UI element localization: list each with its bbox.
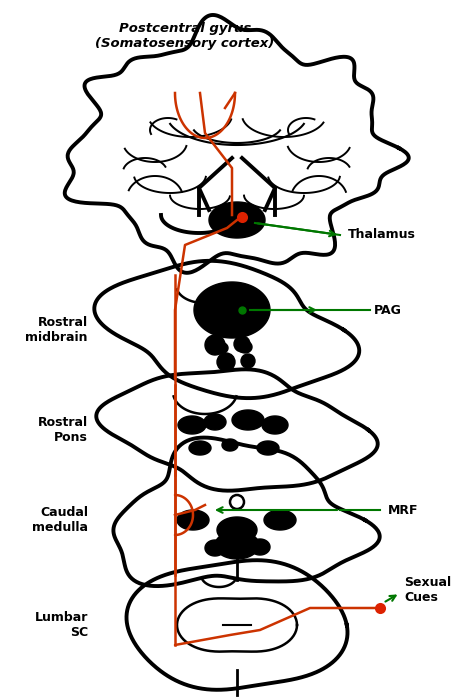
Polygon shape bbox=[204, 414, 226, 430]
Polygon shape bbox=[222, 439, 238, 451]
Polygon shape bbox=[177, 510, 209, 530]
Polygon shape bbox=[189, 441, 211, 455]
Text: Postcentral gyrus
(Somatosensory cortex): Postcentral gyrus (Somatosensory cortex) bbox=[95, 22, 274, 50]
Polygon shape bbox=[232, 410, 264, 430]
Text: Lumbar
SC: Lumbar SC bbox=[35, 611, 88, 639]
Polygon shape bbox=[215, 531, 259, 559]
Text: Sexual
Cues: Sexual Cues bbox=[404, 576, 451, 604]
Text: PAG: PAG bbox=[374, 304, 402, 316]
Circle shape bbox=[205, 335, 225, 355]
Polygon shape bbox=[257, 441, 279, 455]
Text: Caudal
medulla: Caudal medulla bbox=[32, 506, 88, 534]
Polygon shape bbox=[262, 416, 288, 434]
Text: Rostral
Pons: Rostral Pons bbox=[38, 416, 88, 444]
Text: MRF: MRF bbox=[388, 503, 419, 517]
Polygon shape bbox=[178, 416, 206, 434]
Circle shape bbox=[234, 336, 250, 352]
Polygon shape bbox=[264, 510, 296, 530]
Circle shape bbox=[241, 354, 255, 368]
Polygon shape bbox=[212, 342, 228, 354]
Circle shape bbox=[230, 495, 244, 509]
Circle shape bbox=[217, 353, 235, 371]
Polygon shape bbox=[209, 202, 265, 238]
Text: Rostral
midbrain: Rostral midbrain bbox=[26, 316, 88, 344]
Text: Thalamus: Thalamus bbox=[348, 228, 416, 242]
Polygon shape bbox=[217, 517, 257, 543]
Polygon shape bbox=[238, 341, 252, 353]
Polygon shape bbox=[205, 540, 225, 556]
Polygon shape bbox=[194, 282, 270, 338]
Polygon shape bbox=[250, 539, 270, 555]
